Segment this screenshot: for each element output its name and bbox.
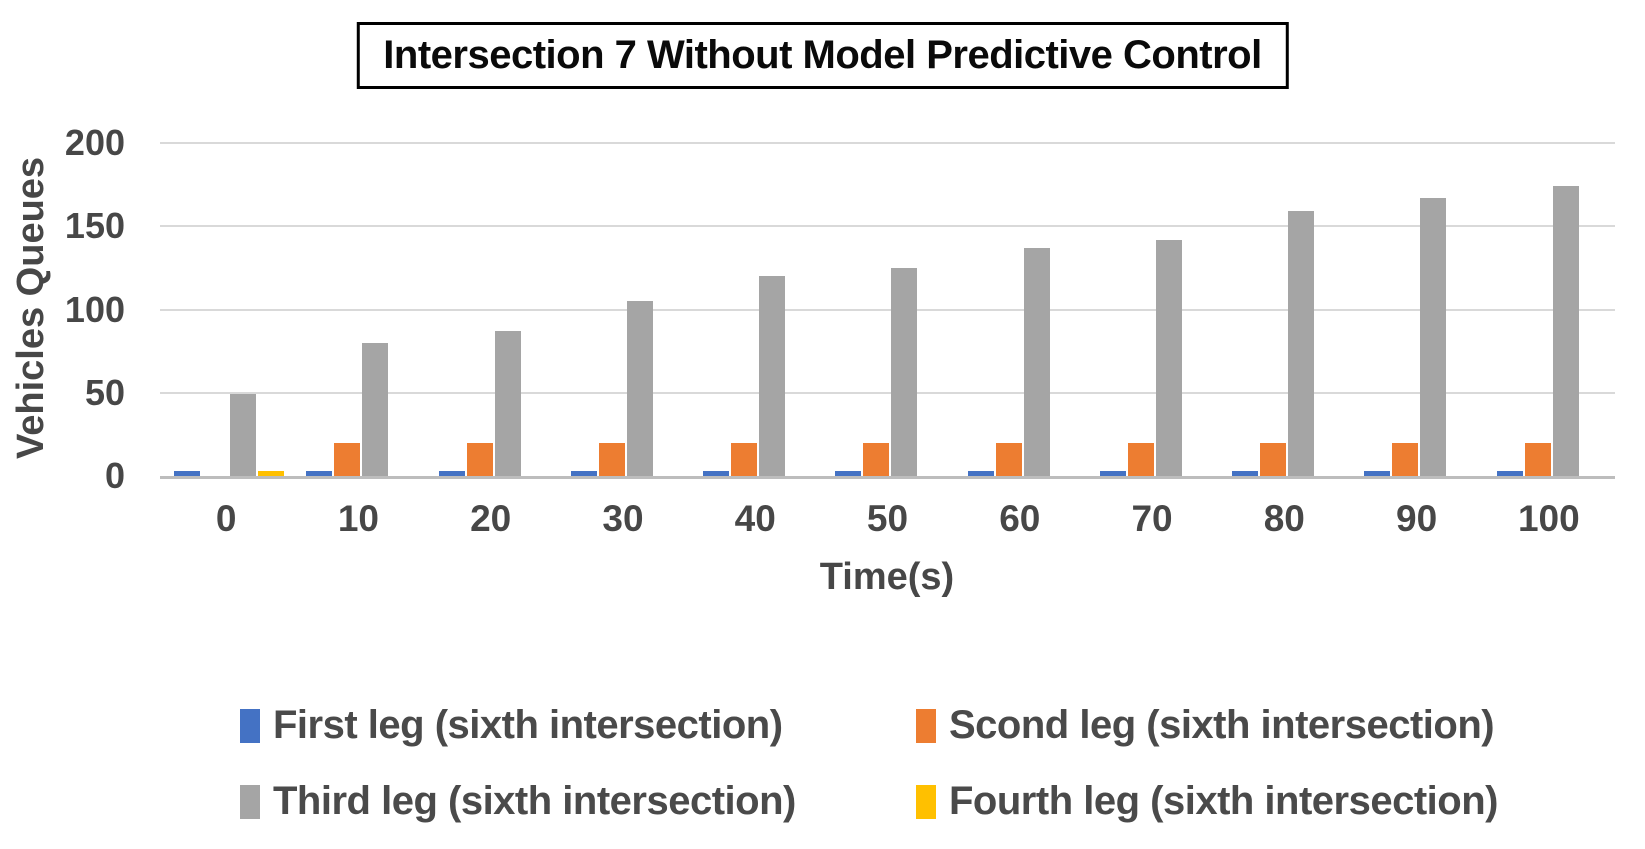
- y-tick-label: 0: [104, 455, 125, 496]
- x-tick-label: 100: [1517, 498, 1580, 539]
- bar: [1232, 471, 1259, 476]
- x-tick-label: 40: [734, 498, 776, 539]
- bar: [1155, 240, 1182, 476]
- y-tick-label: 200: [64, 122, 125, 163]
- x-tick-label: 30: [602, 498, 644, 539]
- legend-swatch-first-leg-icon: [240, 708, 260, 743]
- x-tick-label: 60: [999, 498, 1041, 539]
- y-tick-label: 100: [64, 288, 125, 330]
- gridline: [160, 225, 1615, 228]
- bar: [759, 276, 786, 476]
- bar: [1127, 443, 1154, 476]
- legend-label-second-leg: Scond leg (sixth intersection): [949, 703, 1495, 747]
- bar: [1099, 471, 1126, 476]
- bar: [598, 443, 625, 476]
- bar: [1392, 443, 1419, 476]
- legend-item-first-leg: First leg (sixth intersection): [240, 703, 783, 748]
- legend-swatch-second-leg-icon: [916, 708, 936, 743]
- legend-label-third-leg: Third leg (sixth intersection): [273, 779, 796, 823]
- x-axis-title: Time(s): [819, 556, 955, 598]
- bar: [1260, 443, 1287, 476]
- x-tick-label: 10: [337, 498, 379, 539]
- bar: [995, 443, 1022, 476]
- bar: [731, 443, 758, 476]
- chart-title: Intersection 7 Without Model Predictive …: [356, 22, 1289, 89]
- gridline: [160, 142, 1615, 144]
- bar: [334, 443, 361, 476]
- bar: [362, 343, 389, 476]
- y-tick-label: 50: [84, 371, 125, 413]
- legend-label-first-leg: First leg (sixth intersection): [273, 703, 783, 747]
- bar: [466, 443, 493, 476]
- bar: [1288, 211, 1315, 476]
- bar: [570, 471, 597, 476]
- bar: [863, 443, 890, 476]
- x-tick-label: 90: [1396, 498, 1438, 539]
- legend-swatch-fourth-leg-icon: [916, 784, 936, 819]
- legend-label-fourth-leg: Fourth leg (sixth intersection): [949, 779, 1498, 823]
- gridline: [160, 391, 1615, 394]
- bar: [1364, 471, 1391, 476]
- bar: [258, 471, 284, 476]
- bar: [1552, 186, 1579, 476]
- bar: [1023, 248, 1050, 476]
- bar: [1524, 443, 1551, 476]
- x-tick-label: 20: [470, 498, 512, 539]
- bar: [230, 394, 256, 476]
- legend-item-fourth-leg: Fourth leg (sixth intersection): [916, 779, 1498, 824]
- y-tick-label: 150: [64, 205, 125, 247]
- bar: [306, 471, 333, 476]
- x-tick-label: 70: [1131, 498, 1173, 539]
- plot-area: [160, 142, 1615, 479]
- bar: [703, 471, 730, 476]
- x-tick-label: 50: [866, 498, 909, 539]
- gridline: [160, 308, 1615, 311]
- legend-item-second-leg: Scond leg (sixth intersection): [916, 703, 1495, 748]
- bar: [626, 301, 653, 476]
- bar: [891, 268, 918, 476]
- bar: [438, 471, 465, 476]
- x-tick-label: 80: [1263, 498, 1305, 539]
- legend-swatch-third-leg-icon: [240, 784, 260, 819]
- bar: [1420, 198, 1447, 476]
- bar: [174, 471, 200, 476]
- x-tick-label: 0: [215, 498, 237, 539]
- legend-item-third-leg: Third leg (sixth intersection): [240, 779, 796, 824]
- bar: [835, 471, 862, 476]
- bar: [494, 331, 521, 476]
- bar: [1496, 471, 1523, 476]
- bar: [967, 471, 994, 476]
